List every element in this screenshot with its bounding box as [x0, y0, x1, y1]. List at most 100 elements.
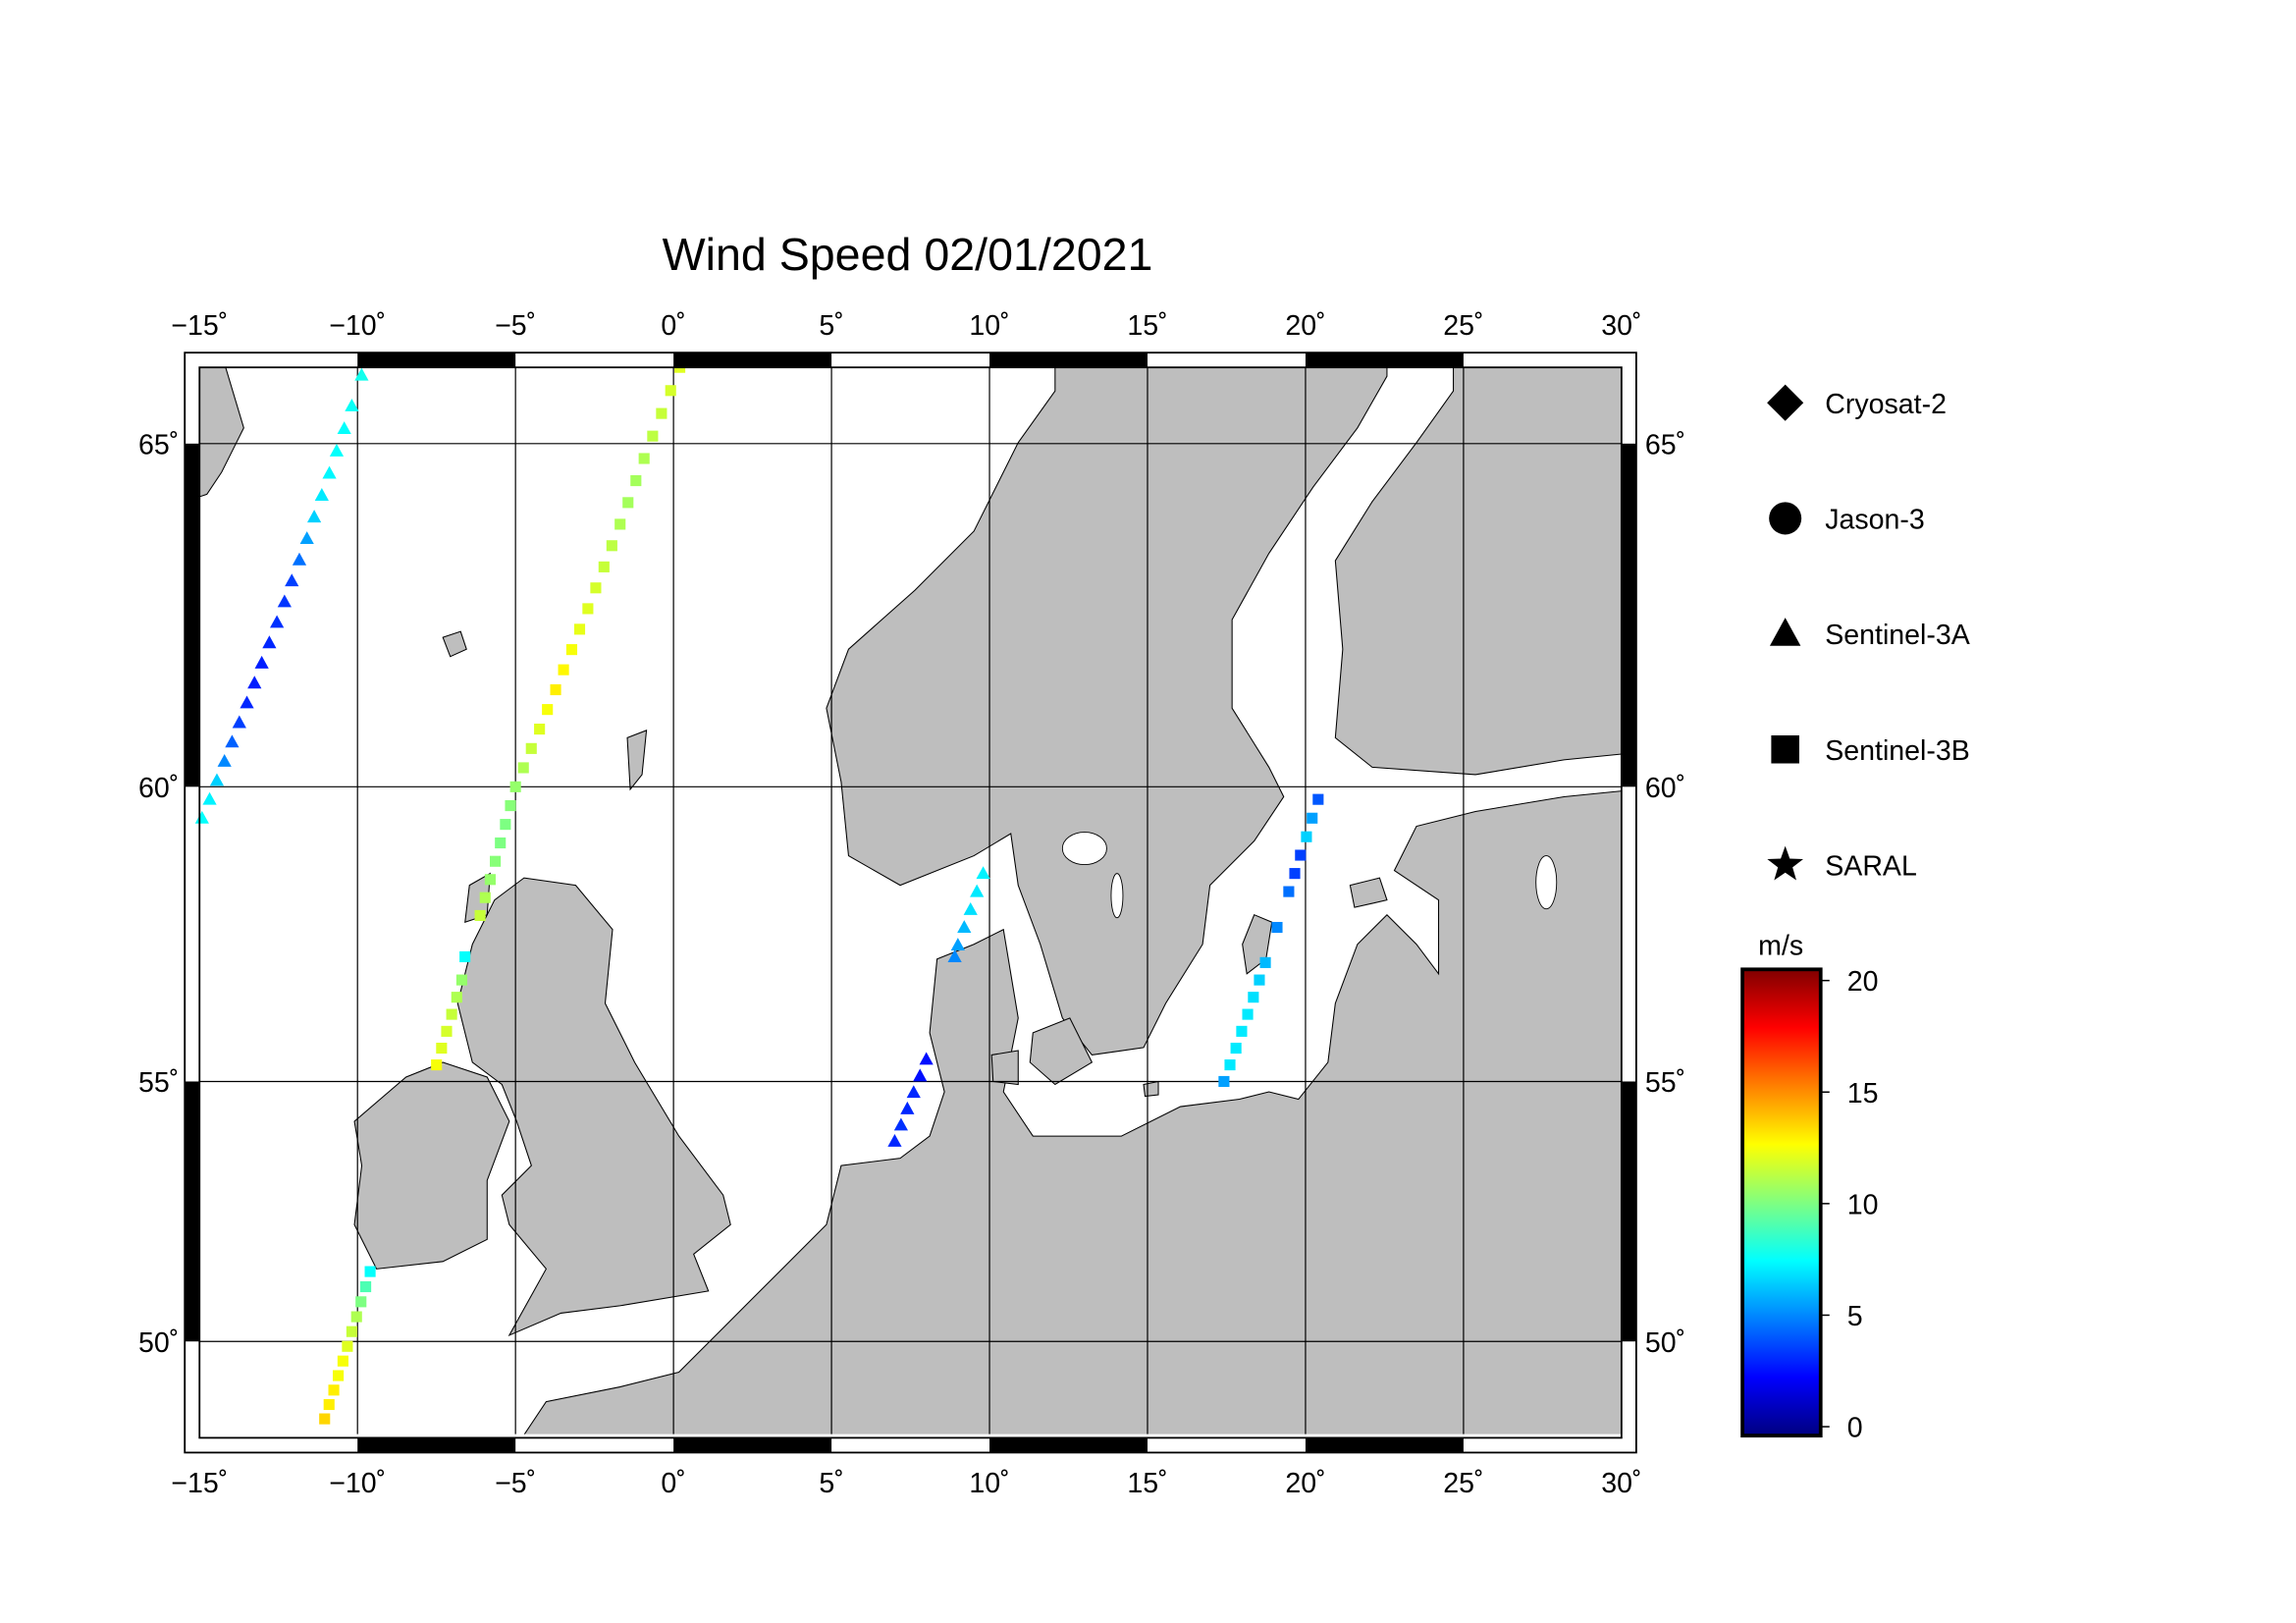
colorbar-tick-label: 5 — [1847, 1301, 1863, 1332]
data-point — [1301, 831, 1312, 842]
y-tick-label: 65˚ — [138, 429, 179, 460]
y-tick-label: 55˚ — [1645, 1067, 1685, 1099]
x-tick-label: 15˚ — [1127, 1468, 1167, 1499]
frame-band — [673, 352, 832, 368]
data-point — [479, 892, 491, 903]
legend-label: SARAL — [1825, 850, 1917, 882]
data-point — [495, 837, 507, 849]
data-point — [247, 676, 262, 689]
frame-band — [185, 1081, 200, 1342]
legend-label: Sentinel-3A — [1825, 620, 1970, 651]
data-point — [459, 950, 471, 963]
data-point — [323, 1398, 335, 1411]
data-point — [345, 398, 359, 411]
data-point — [355, 1296, 367, 1308]
data-point — [240, 695, 254, 709]
bornholm — [1143, 1080, 1159, 1098]
x-tick-label: 0˚ — [661, 1468, 685, 1499]
legend-marker — [1771, 734, 1799, 764]
data-point — [525, 742, 537, 754]
data-point — [565, 644, 578, 656]
data-point — [329, 443, 345, 457]
data-point — [451, 992, 462, 1003]
data-point — [505, 800, 516, 812]
data-point — [441, 1025, 453, 1037]
x-tick-label: 15˚ — [1127, 310, 1167, 342]
data-point — [970, 884, 985, 897]
scandinavia — [826, 367, 1388, 1056]
data-point — [558, 664, 569, 676]
x-tick-label: −5˚ — [495, 1468, 536, 1499]
x-tick-label: 30˚ — [1601, 310, 1641, 342]
data-point — [1312, 793, 1324, 805]
data-point — [893, 1117, 909, 1131]
frame: −15˚ −15˚ −10˚ −10˚ −5˚ −5˚ 0˚ 0˚ 5˚ 5˚ 10˚ 10˚ 15˚ 1… — [138, 310, 1685, 1499]
data-point — [1307, 812, 1318, 824]
data-point — [534, 724, 546, 735]
frame-band — [357, 352, 516, 368]
data-point — [509, 781, 521, 792]
data-point — [573, 623, 586, 635]
legend-marker — [1767, 845, 1804, 881]
y-tick-label: 50˚ — [1645, 1327, 1685, 1359]
data-point — [322, 465, 337, 479]
lake — [1535, 855, 1558, 910]
x-tick-label: 20˚ — [1285, 310, 1325, 342]
legend-label: Cryosat-2 — [1825, 389, 1947, 420]
data-point — [314, 488, 329, 501]
ireland — [353, 1061, 510, 1270]
lake — [1061, 832, 1107, 866]
data-point — [436, 1042, 448, 1055]
frame-band — [1305, 1437, 1464, 1453]
legend-item: Jason-3 — [1769, 502, 1925, 535]
data-point — [337, 421, 351, 435]
frame-inner — [198, 366, 1623, 1439]
legend: Cryosat-2 Jason-3 Sentinel-3A Sentinel-3B SA… — [1767, 384, 1970, 882]
finland — [1334, 367, 1622, 776]
data-point — [950, 938, 965, 951]
colorbar-tick-label: 15 — [1847, 1078, 1879, 1109]
data-point — [431, 1059, 443, 1071]
data-point — [1224, 1059, 1236, 1071]
data-point — [887, 1133, 902, 1147]
data-point — [614, 518, 626, 530]
data-point — [360, 1280, 372, 1293]
data-point — [277, 594, 292, 608]
x-tick-label: −15˚ — [171, 310, 228, 342]
x-tick-label: −5˚ — [495, 310, 536, 342]
data-point — [665, 385, 676, 397]
data-point — [647, 430, 659, 442]
data-point — [976, 866, 990, 880]
data-point — [517, 762, 529, 774]
data-point — [262, 635, 277, 649]
frame-band — [989, 352, 1148, 368]
data-point — [270, 615, 285, 628]
data-point — [1218, 1075, 1230, 1088]
continent — [523, 790, 1622, 1434]
fyn — [990, 1050, 1019, 1086]
x-tick-label: 25˚ — [1443, 310, 1483, 342]
x-tick-label: 5˚ — [819, 310, 843, 342]
legend-label: Sentinel-3B — [1825, 735, 1970, 767]
data-point — [1283, 886, 1295, 897]
data-point — [209, 773, 225, 786]
data-point — [582, 603, 594, 615]
y-tick-label: 55˚ — [138, 1067, 179, 1099]
y-tick-label: 50˚ — [138, 1327, 179, 1359]
data-point — [906, 1085, 921, 1099]
data-point — [598, 561, 610, 572]
data-point — [606, 540, 617, 552]
data-point — [1254, 974, 1265, 986]
legend-item: Cryosat-2 — [1767, 384, 1947, 421]
x-tick-label: 25˚ — [1443, 1468, 1483, 1499]
data-point — [455, 974, 467, 986]
x-tick-label: 20˚ — [1285, 1468, 1325, 1499]
legend-item: SARAL — [1767, 845, 1917, 882]
iceland — [199, 367, 244, 498]
zealand — [1029, 1017, 1094, 1086]
data-point — [913, 1068, 928, 1082]
legend-marker — [1769, 502, 1802, 535]
legend-marker — [1769, 618, 1801, 646]
data-point — [963, 901, 978, 915]
data-point — [550, 683, 561, 696]
